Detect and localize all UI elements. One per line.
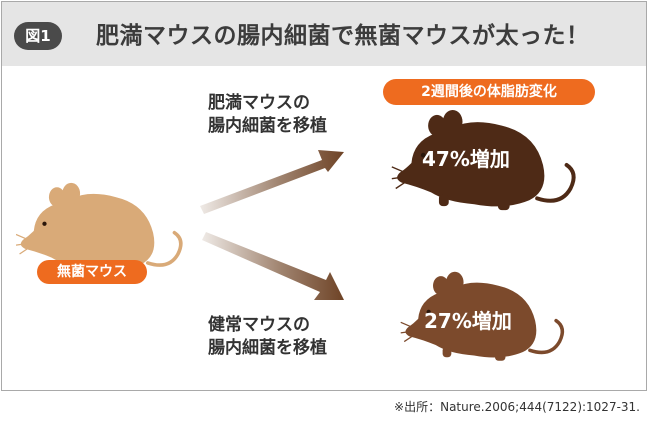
lower-path-label: 健常マウスの 腸内細菌を移植 xyxy=(208,314,327,360)
upper-arrow xyxy=(200,150,344,214)
healthy-result-label: 27%増加 xyxy=(424,309,512,333)
header-band: 図1 肥満マウスの腸内細菌で無菌マウスが太った！ xyxy=(2,2,646,66)
figure-number-badge: 図1 xyxy=(14,22,62,50)
figure-title: 肥満マウスの腸内細菌で無菌マウスが太った！ xyxy=(96,23,590,49)
lower-path-label-line2: 腸内細菌を移植 xyxy=(208,338,327,358)
upper-path-label-line1: 肥満マウスの xyxy=(208,93,310,113)
source-citation: ※出所：Nature.2006;444(7122):1027-31. xyxy=(394,400,640,414)
germ-free-mouse-label: 無菌マウス xyxy=(37,260,147,284)
after-two-weeks-caption: 2週間後の体脂肪変化 xyxy=(383,79,595,105)
obese-result-label: 47%増加 xyxy=(422,147,510,171)
upper-path-label-line2: 腸内細菌を移植 xyxy=(208,116,327,136)
lower-arrow xyxy=(202,232,344,300)
upper-path-label: 肥満マウスの 腸内細菌を移植 xyxy=(208,92,327,138)
lower-path-label-line1: 健常マウスの xyxy=(208,315,310,335)
